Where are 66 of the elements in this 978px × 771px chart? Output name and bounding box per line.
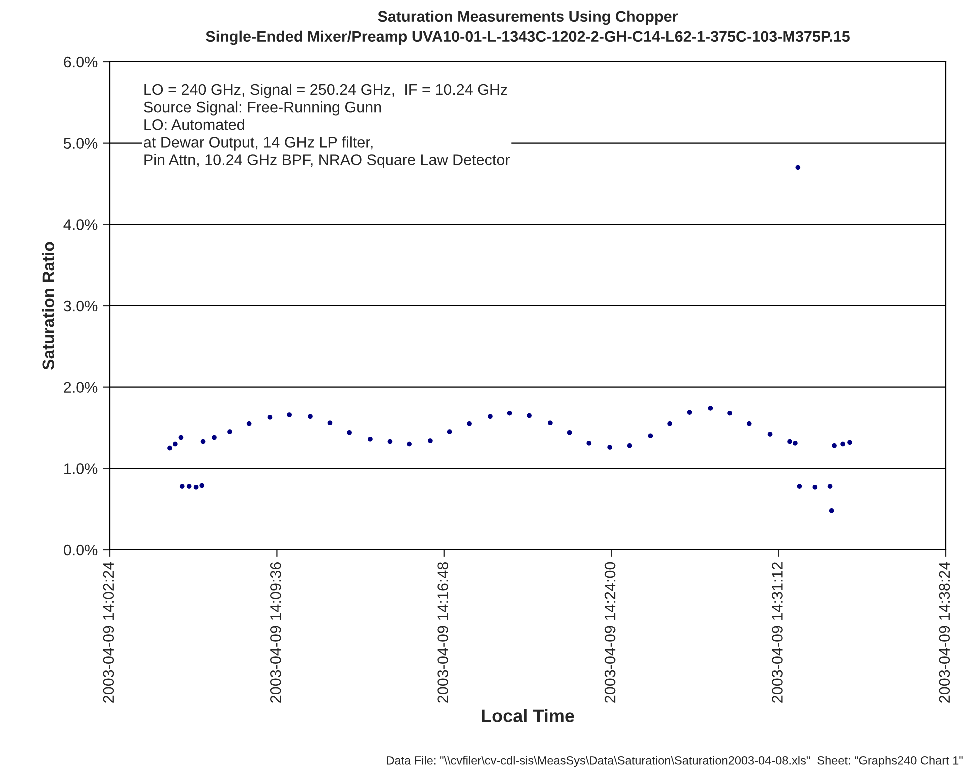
- point: [793, 441, 798, 446]
- point: [200, 483, 205, 488]
- point: [527, 413, 532, 418]
- annotation: LO = 240 GHz, Signal = 250.24 GHz, IF = 10.24 GHz Source Signal: Free-Running Gunn LO: Automated at Dewar Output, 14 GHz LP filter, Pin Attn, 10.24 GHz BPF, NRAO Square Law Detector: [144, 84, 510, 168]
- point: [797, 484, 802, 489]
- point: [608, 445, 612, 450]
- point: [828, 484, 833, 489]
- point: [668, 422, 672, 426]
- point: [287, 412, 292, 418]
- y-tick-label: 5.0%: [64, 138, 98, 150]
- point: [347, 430, 352, 436]
- point: [246, 422, 252, 426]
- point: [848, 440, 852, 446]
- y-tick-label: 6.0%: [64, 56, 98, 68]
- point: [708, 406, 714, 411]
- point: [194, 484, 199, 490]
- point: [228, 430, 232, 434]
- text: Data File: "\\cvfiler\cv-cdl-sis\MeasSys\Data\Saturation\Saturation2003-04-08.xls" Sheet: "Graphs240 Chart 1": [387, 756, 963, 768]
- point: [447, 430, 452, 434]
- y-axis-title: Saturation Ratio: [42, 242, 55, 370]
- point: [268, 415, 273, 420]
- x-tick-label: 2003-04-09 14:31:12: [772, 562, 783, 703]
- chart-subtitle: Single-Ended Mixer/Preamp UVA10-01-L-1343C-1202-2-GH-C14-L62-1-375C-103-M375P.15: [206, 30, 850, 46]
- point: [168, 446, 172, 451]
- point: [829, 508, 834, 514]
- chart-title: Saturation Measurements Using Chopper: [378, 10, 678, 26]
- point: [586, 441, 592, 446]
- point: [467, 422, 472, 426]
- x-tick-label: 2003-04-09 14:38:24: [939, 562, 950, 703]
- x-tick-label: 2003-04-09 14:16:48: [438, 562, 448, 703]
- point: [212, 435, 217, 440]
- point: [200, 439, 206, 444]
- point: [840, 442, 846, 447]
- y-tick-label: 0.0%: [64, 544, 98, 556]
- y-tick-label: 4.0%: [64, 220, 98, 230]
- point: [178, 435, 184, 440]
- point: [507, 410, 512, 416]
- x-tick-label: 2003-04-09 14:09:36: [270, 562, 282, 703]
- point: [746, 422, 752, 426]
- point: [548, 420, 553, 426]
- point: [648, 434, 654, 439]
- point: [832, 443, 837, 448]
- point: [388, 439, 393, 444]
- point: [488, 414, 493, 420]
- point: [627, 443, 632, 448]
- point: [186, 484, 192, 489]
- point: [173, 442, 178, 447]
- point: [812, 484, 818, 490]
- point: [328, 420, 333, 426]
- point: [687, 410, 692, 415]
- x-axis-title: Local Time: [482, 709, 574, 722]
- point: [180, 484, 185, 489]
- point: [567, 430, 572, 436]
- point: [428, 438, 433, 444]
- point: [407, 442, 412, 447]
- point: [728, 410, 732, 416]
- point: [308, 414, 313, 420]
- point: [788, 439, 792, 444]
- y-tick-label: 1.0%: [64, 464, 98, 474]
- point: [368, 436, 373, 442]
- point: [796, 165, 801, 170]
- x-tick-label: 2003-04-09 14:24:00: [604, 562, 616, 703]
- y-tick-label: 2.0%: [64, 382, 98, 394]
- y-tick-label: 3.0%: [64, 300, 98, 312]
- point: [768, 432, 773, 437]
- x-tick-label: 2003-04-09 14:02:24: [103, 562, 114, 703]
